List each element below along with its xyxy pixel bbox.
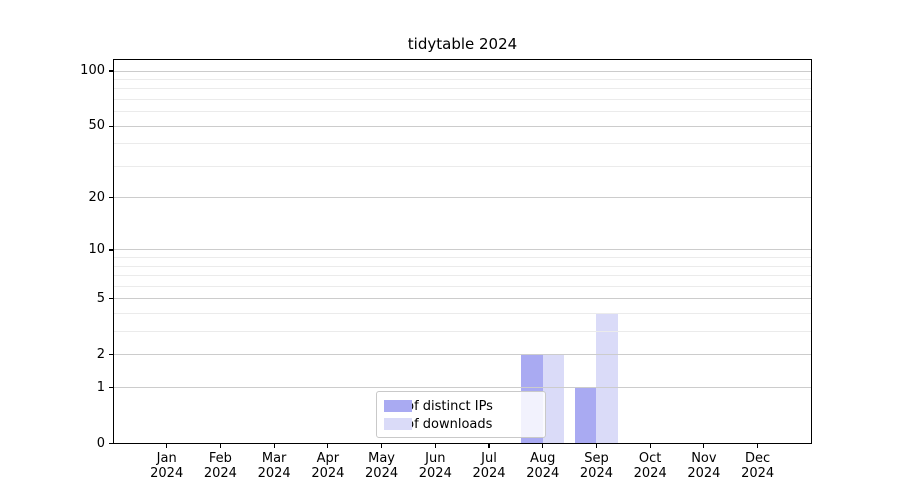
gridline-minor bbox=[113, 285, 812, 287]
gridline-minor bbox=[113, 88, 812, 90]
legend-item-downloads: Nb of downloads bbox=[384, 415, 537, 433]
x-tick-label: Jun 2024 bbox=[418, 451, 452, 481]
legend: Nb of distinct IPs Nb of downloads bbox=[376, 391, 546, 438]
gridline-major bbox=[113, 70, 812, 72]
gridline-minor bbox=[113, 111, 812, 113]
x-tick-mark bbox=[649, 444, 651, 448]
y-tick-mark bbox=[109, 442, 113, 445]
x-tick-mark bbox=[542, 444, 544, 448]
gridline-minor bbox=[113, 165, 812, 167]
x-tick-label: Aug 2024 bbox=[526, 451, 560, 481]
y-tick-mark bbox=[109, 298, 113, 300]
gridline-minor bbox=[113, 313, 812, 315]
x-tick-label: Oct 2024 bbox=[633, 451, 667, 481]
y-tick-label: 20 bbox=[88, 189, 105, 205]
x-tick-label: Nov 2024 bbox=[687, 451, 721, 481]
x-tick-mark bbox=[434, 444, 436, 448]
legend-swatch-distinct-ips-icon bbox=[384, 400, 412, 412]
gridline-minor bbox=[113, 257, 812, 259]
y-tick-mark bbox=[109, 70, 113, 72]
y-tick-mark bbox=[109, 197, 113, 199]
x-tick-label: Jul 2024 bbox=[472, 451, 506, 481]
gridline-major bbox=[113, 249, 812, 251]
y-tick-label: 50 bbox=[88, 118, 105, 134]
legend-swatch-downloads-icon bbox=[384, 418, 412, 430]
x-tick-mark bbox=[166, 444, 168, 448]
x-tick-label: Mar 2024 bbox=[257, 451, 291, 481]
x-tick-mark bbox=[273, 444, 275, 448]
x-tick-mark bbox=[219, 444, 221, 448]
y-tick-label: 2 bbox=[96, 346, 105, 362]
y-tick-mark bbox=[109, 354, 113, 356]
y-tick-label: 10 bbox=[88, 241, 105, 257]
bar-distinct-ips-sep bbox=[574, 387, 597, 444]
y-tick-label: 100 bbox=[80, 63, 105, 78]
gridline-major bbox=[113, 197, 812, 199]
y-tick-label: 1 bbox=[96, 379, 105, 395]
x-tick-label: Apr 2024 bbox=[311, 451, 345, 481]
x-tick-mark bbox=[327, 444, 329, 448]
x-tick-mark bbox=[757, 444, 759, 448]
gridline-major bbox=[113, 387, 812, 389]
gridline-minor bbox=[113, 143, 812, 145]
gridline-minor bbox=[113, 331, 812, 333]
x-tick-label: Dec 2024 bbox=[741, 451, 775, 481]
x-tick-label: Feb 2024 bbox=[203, 451, 237, 481]
x-tick-label: Jan 2024 bbox=[150, 451, 184, 481]
gridline-major bbox=[113, 298, 812, 300]
y-tick-mark bbox=[109, 249, 113, 251]
x-tick-mark bbox=[595, 444, 598, 448]
bar-downloads-aug bbox=[542, 354, 565, 444]
gridline-minor bbox=[113, 98, 812, 100]
y-tick-mark bbox=[109, 386, 113, 389]
gridline-major bbox=[113, 354, 812, 356]
gridline-minor bbox=[113, 78, 812, 80]
x-tick-mark bbox=[488, 444, 490, 448]
legend-item-distinct-ips: Nb of distinct IPs bbox=[384, 397, 537, 415]
chart-title: tidytable 2024 bbox=[407, 35, 518, 53]
x-tick-label: May 2024 bbox=[365, 451, 399, 481]
y-tick-label: 0 bbox=[96, 435, 105, 451]
x-tick-mark bbox=[703, 444, 705, 448]
x-tick-mark bbox=[380, 444, 383, 448]
x-tick-label: Sep 2024 bbox=[579, 451, 613, 481]
gridline-minor bbox=[113, 265, 812, 267]
gridline-minor bbox=[113, 275, 812, 277]
bar-downloads-sep bbox=[596, 313, 618, 444]
y-tick-mark bbox=[109, 125, 113, 127]
gridline-major bbox=[113, 125, 812, 127]
y-tick-label: 5 bbox=[96, 290, 105, 306]
